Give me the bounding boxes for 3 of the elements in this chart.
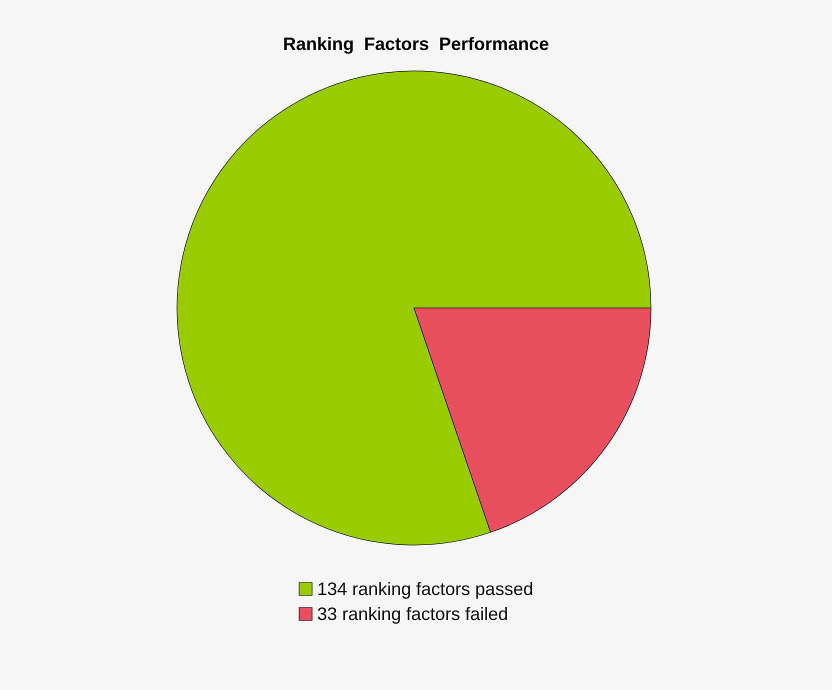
chart-title: Ranking Factors Performance [282, 34, 550, 54]
legend-label: 33 ranking factors failed [317, 604, 508, 624]
legend-label: 134 ranking factors passed [317, 579, 534, 599]
